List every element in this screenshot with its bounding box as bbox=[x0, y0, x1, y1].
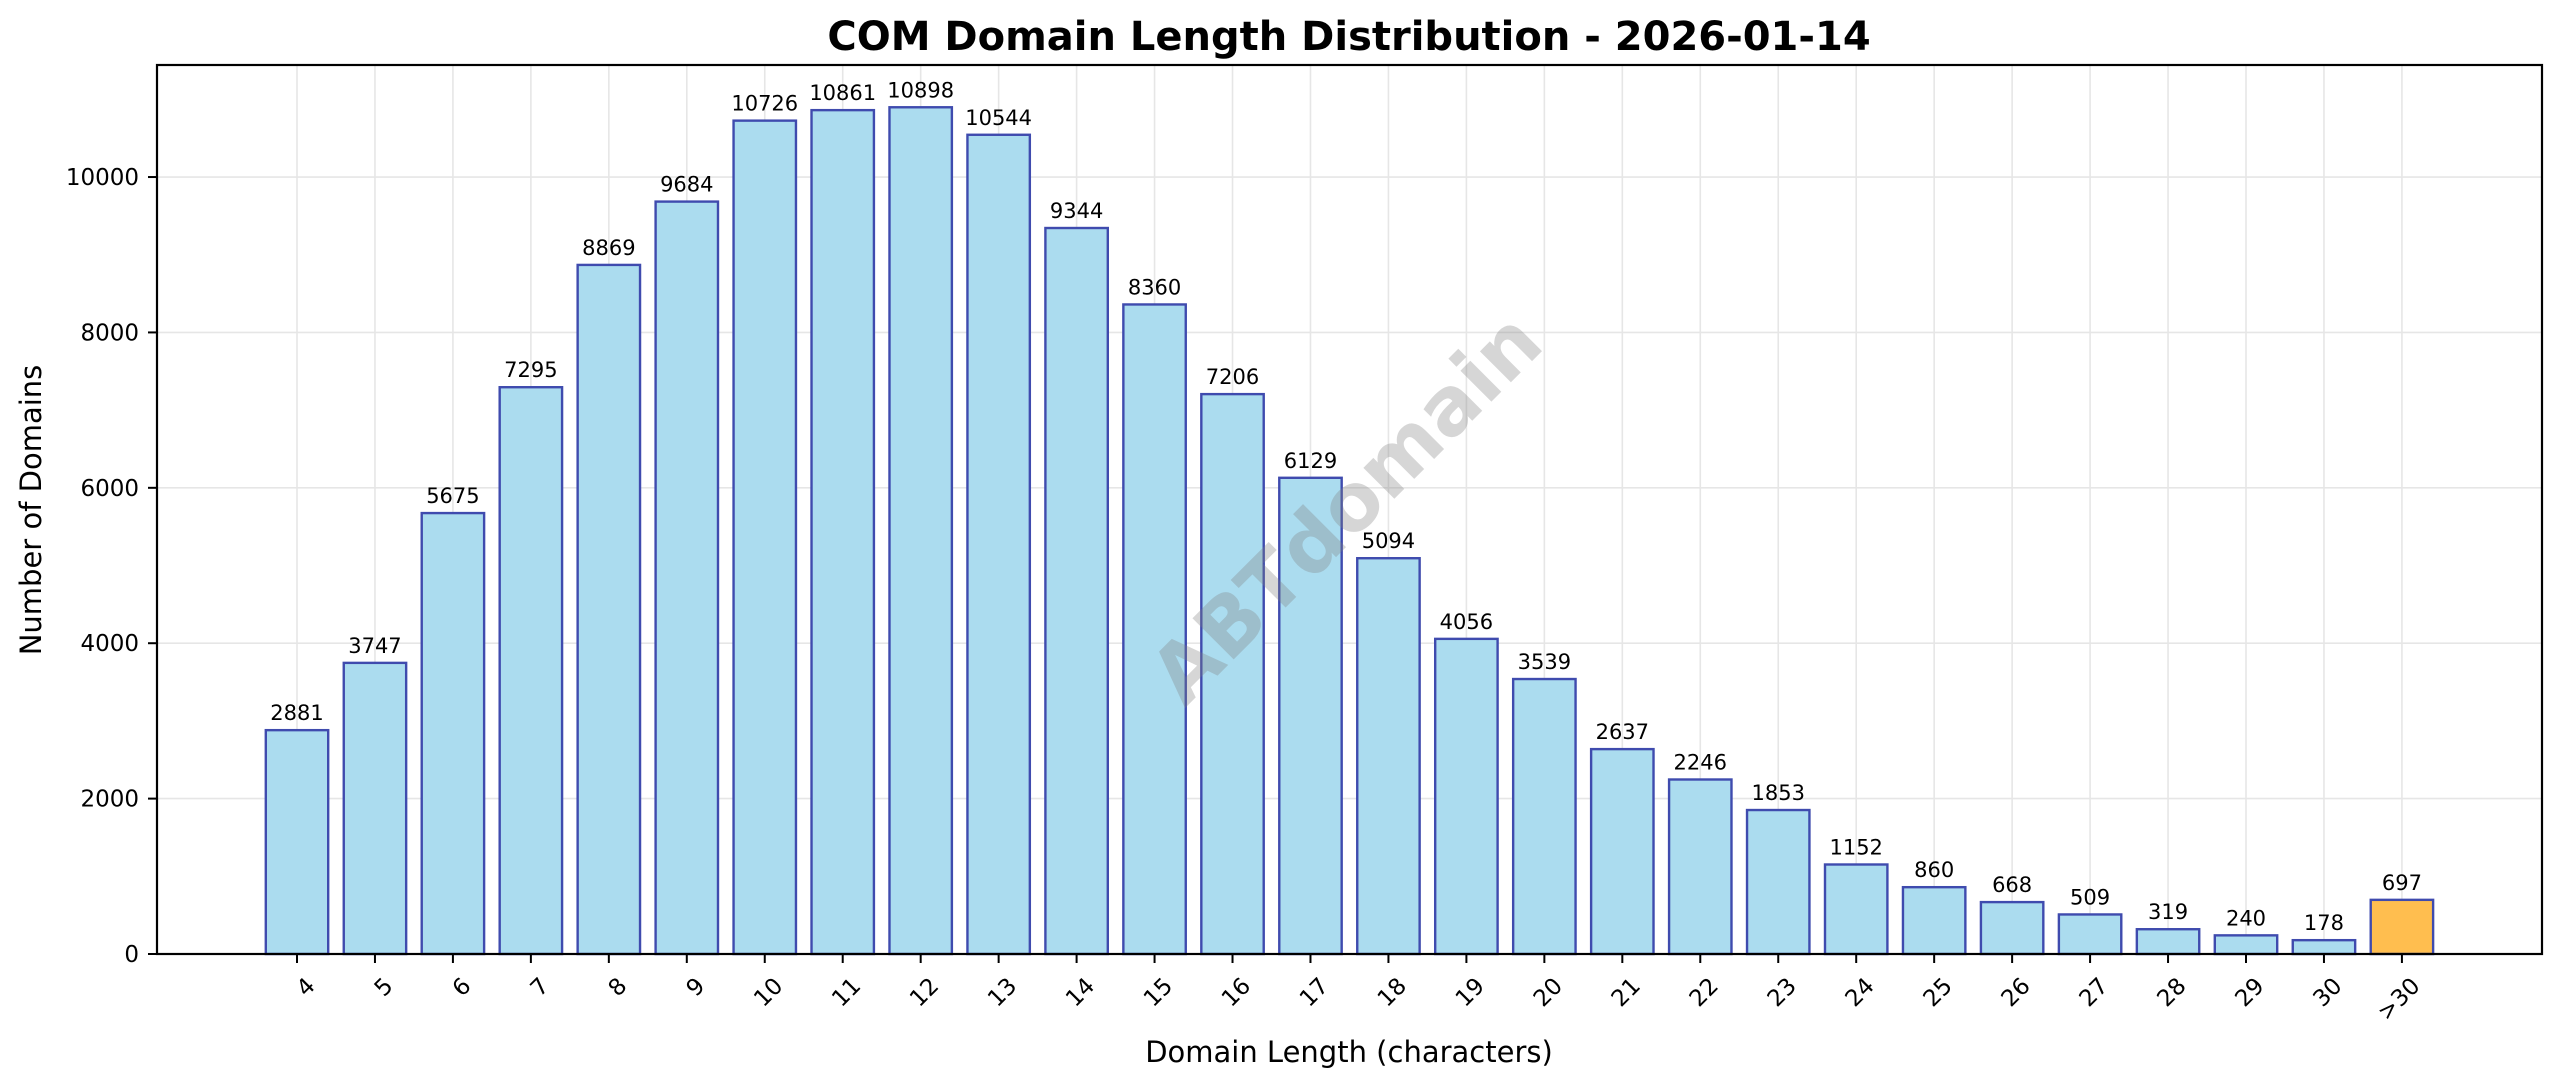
bar-30 bbox=[2291, 938, 2357, 956]
bar-15 bbox=[1122, 303, 1187, 956]
x-tick-label: 27 bbox=[2075, 973, 2114, 1012]
bar-9 bbox=[654, 200, 720, 956]
x-tick-label: 21 bbox=[1607, 973, 1646, 1012]
bar-20 bbox=[1511, 677, 1577, 956]
value-label: 1152 bbox=[1829, 835, 1882, 859]
y-tick-label: 10000 bbox=[66, 165, 139, 191]
x-tick-label: 6 bbox=[448, 973, 477, 1002]
bar-24 bbox=[1823, 863, 1889, 956]
bar-29 bbox=[2213, 934, 2279, 956]
bar-4 bbox=[264, 728, 330, 956]
bar-8 bbox=[576, 263, 642, 956]
value-label: 319 bbox=[2148, 900, 2188, 924]
bar-13 bbox=[966, 133, 1032, 956]
x-tick-label: 30 bbox=[2308, 973, 2347, 1012]
value-label: 10544 bbox=[965, 106, 1032, 130]
x-tick-label: 22 bbox=[1685, 973, 1724, 1012]
x-tick-label: 19 bbox=[1451, 973, 1490, 1012]
bar-14 bbox=[1044, 226, 1110, 956]
y-axis-label: Number of Domains bbox=[14, 365, 48, 656]
value-label: 7206 bbox=[1206, 365, 1259, 389]
x-axis-ticks: 4 5 6 7 8 9 10 11 12 13 14 15 16 17 18 19 20 21 22 23 24 25 26… bbox=[292, 954, 2426, 1026]
value-label: 860 bbox=[1914, 858, 1954, 882]
bar-10 bbox=[732, 119, 798, 956]
value-label: 240 bbox=[2226, 906, 2266, 930]
x-tick-label: 10 bbox=[749, 973, 788, 1012]
x-tick-label: 26 bbox=[1997, 973, 2036, 1012]
x-tick-label: 12 bbox=[905, 973, 944, 1012]
x-tick-label: 24 bbox=[1841, 973, 1880, 1012]
y-axis-ticks: 0 2000 4000 6000 8000 10000 bbox=[66, 165, 157, 968]
value-label: 8360 bbox=[1128, 275, 1181, 299]
bar-25 bbox=[1901, 885, 1967, 956]
x-tick-label: 20 bbox=[1529, 973, 1568, 1012]
value-label: 178 bbox=[2304, 911, 2344, 935]
value-label: 5675 bbox=[426, 484, 479, 508]
value-label: 2637 bbox=[1596, 720, 1649, 744]
bar-21 bbox=[1589, 747, 1655, 956]
y-tick-label: 2000 bbox=[80, 787, 139, 813]
y-tick-label: 0 bbox=[124, 942, 139, 968]
bar-28 bbox=[2135, 928, 2201, 956]
x-tick-label: 23 bbox=[1763, 973, 1802, 1012]
x-tick-label: 8 bbox=[604, 973, 633, 1002]
bar-16 bbox=[1200, 392, 1265, 956]
bar-19 bbox=[1433, 637, 1499, 956]
chart-title: COM Domain Length Distribution - 2026-01… bbox=[827, 14, 1870, 60]
x-tick-label: 15 bbox=[1139, 973, 1178, 1012]
x-tick-label: 9 bbox=[682, 973, 711, 1002]
value-label: 3747 bbox=[348, 634, 401, 658]
value-label: 2881 bbox=[270, 701, 323, 725]
bar-23 bbox=[1745, 808, 1811, 956]
x-tick-label: 16 bbox=[1217, 973, 1256, 1012]
value-label: 697 bbox=[2382, 871, 2422, 895]
x-tick-label: 18 bbox=[1373, 973, 1412, 1012]
bar-18 bbox=[1356, 557, 1421, 956]
bar-11 bbox=[810, 108, 876, 956]
x-tick-label: 7 bbox=[526, 973, 555, 1002]
y-tick-label: 4000 bbox=[80, 631, 139, 657]
value-label: 509 bbox=[2070, 885, 2110, 909]
y-tick-label: 8000 bbox=[80, 320, 139, 346]
bars bbox=[264, 106, 2435, 956]
bar->30 bbox=[2369, 898, 2435, 956]
bar-6 bbox=[420, 511, 486, 956]
value-label: 5094 bbox=[1362, 529, 1415, 553]
value-label: 9684 bbox=[660, 173, 713, 197]
bar-26 bbox=[1979, 900, 2045, 956]
value-label: 10898 bbox=[887, 78, 954, 102]
bar-27 bbox=[2057, 913, 2123, 956]
y-tick-label: 6000 bbox=[80, 476, 139, 502]
x-tick-label: 28 bbox=[2153, 973, 2192, 1012]
bar-7 bbox=[498, 386, 564, 956]
value-label: 1853 bbox=[1752, 781, 1805, 805]
value-label: 3539 bbox=[1518, 650, 1571, 674]
value-labels: 2881 3747 5675 7295 8869 9684 10726 10861 10898 1… bbox=[270, 78, 2422, 935]
x-tick-label: 11 bbox=[827, 973, 866, 1012]
value-label: 9344 bbox=[1050, 199, 1103, 223]
value-label: 6129 bbox=[1284, 449, 1337, 473]
value-label: 4056 bbox=[1440, 610, 1493, 634]
x-tick-label: 25 bbox=[1919, 973, 1958, 1012]
value-label: 7295 bbox=[504, 358, 557, 382]
plot-frame bbox=[155, 63, 2544, 956]
x-tick-label: 29 bbox=[2230, 973, 2269, 1012]
value-label: 10726 bbox=[731, 92, 798, 116]
x-tick-label: >30 bbox=[2373, 973, 2426, 1026]
bar-22 bbox=[1667, 778, 1733, 956]
x-tick-label: 5 bbox=[370, 973, 399, 1002]
x-tick-label: 17 bbox=[1295, 973, 1334, 1012]
bar-12 bbox=[888, 106, 954, 956]
value-label: 8869 bbox=[582, 236, 635, 260]
x-axis-label: Domain Length (characters) bbox=[1145, 1035, 1553, 1069]
x-tick-label: 13 bbox=[983, 973, 1022, 1012]
value-label: 2246 bbox=[1674, 750, 1727, 774]
x-tick-label: 4 bbox=[292, 973, 321, 1002]
value-label: 10861 bbox=[809, 81, 876, 105]
x-tick-label: 14 bbox=[1061, 973, 1100, 1012]
value-label: 668 bbox=[1992, 873, 2032, 897]
bar-5 bbox=[342, 661, 408, 956]
